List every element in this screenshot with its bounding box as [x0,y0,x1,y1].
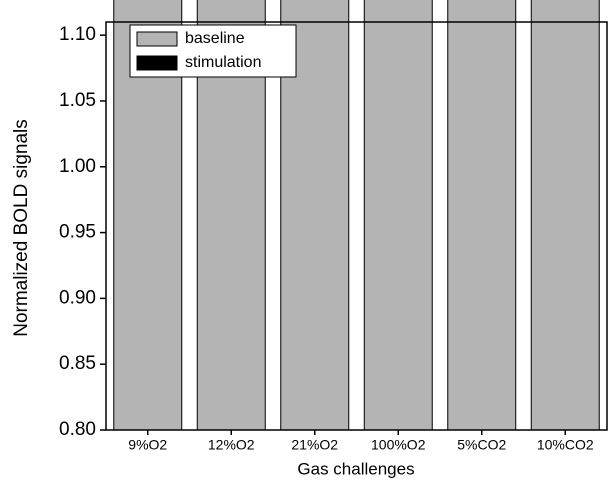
legend-label: baseline [185,30,245,47]
y-tick-label: 0.95 [59,222,96,243]
y-tick-label: 0.85 [59,353,96,374]
x-tick-label: 100%O2 [371,437,426,453]
bar-segment [447,0,517,431]
y-tick-label: 0.80 [59,419,96,440]
y-tick-label: 1.10 [59,24,96,45]
x-axis-title: Gas challenges [297,459,414,478]
x-tick-label: 21%O2 [291,437,338,453]
x-tick-label: 5%CO2 [457,437,506,453]
legend-swatch [136,31,178,47]
x-tick-label: 12%O2 [208,437,255,453]
legend-label: stimulation [185,54,261,71]
legend-swatch [136,55,178,71]
y-tick-label: 0.90 [59,287,96,308]
y-axis-title: Normalized BOLD signals [11,119,32,337]
y-tick-label: 1.05 [59,90,96,111]
x-tick-label: 10%CO2 [537,437,594,453]
bar-segment [363,0,433,431]
y-tick-label: 1.00 [59,156,96,177]
bar-segment [530,0,600,431]
x-tick-label: 9%O2 [128,437,167,453]
plot-frame [105,21,608,431]
